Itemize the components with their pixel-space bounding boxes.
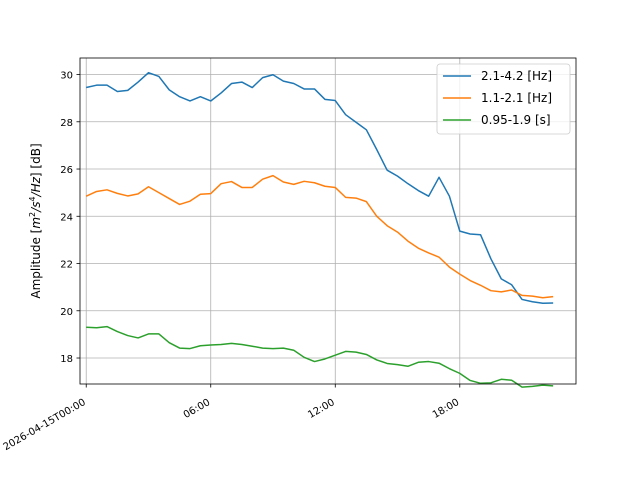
y-axis: 18 20 22 24 26 28 30 bbox=[60, 71, 80, 365]
y-tick-label: 18 bbox=[60, 354, 73, 365]
series-line-0 bbox=[86, 71, 554, 304]
y-axis-label-m: m bbox=[29, 217, 43, 229]
legend-entry-label: 2.1-4.2 [Hz] bbox=[481, 69, 552, 83]
plot-frame bbox=[79, 57, 577, 385]
y-axis-label-per-hz: /Hz bbox=[29, 176, 43, 197]
y-tick-label: 28 bbox=[60, 118, 73, 129]
y-tick-label: 30 bbox=[60, 71, 73, 82]
series-layer bbox=[85, 71, 554, 388]
legend: 2.1-4.2 [Hz] 1.1-2.1 [Hz] 0.95-1.9 [s] bbox=[436, 63, 571, 135]
legend-box bbox=[436, 63, 571, 135]
y-tick-label: 20 bbox=[60, 307, 73, 318]
y-tick-label: 26 bbox=[60, 165, 73, 176]
y-tick-label: 22 bbox=[60, 260, 73, 271]
series-line-2 bbox=[86, 325, 554, 388]
legend-entry-label: 1.1-2.1 [Hz] bbox=[481, 91, 552, 105]
y-axis-label-prefix: Amplitude [ bbox=[29, 229, 43, 299]
series-line-1 bbox=[85, 174, 554, 299]
y-axis-label-suffix: ] [dB] bbox=[29, 143, 43, 177]
y-axis-label-exp2: 2 bbox=[28, 212, 37, 217]
y-axis-label-per-s: /s bbox=[29, 202, 43, 213]
y-axis-label: Amplitude [m2/s4/Hz] [dB] bbox=[28, 143, 43, 298]
y-axis-label-exp4: 4 bbox=[28, 196, 37, 201]
y-tick-label: 24 bbox=[60, 212, 73, 223]
legend-entry-label: 0.95-1.9 [s] bbox=[481, 113, 551, 127]
